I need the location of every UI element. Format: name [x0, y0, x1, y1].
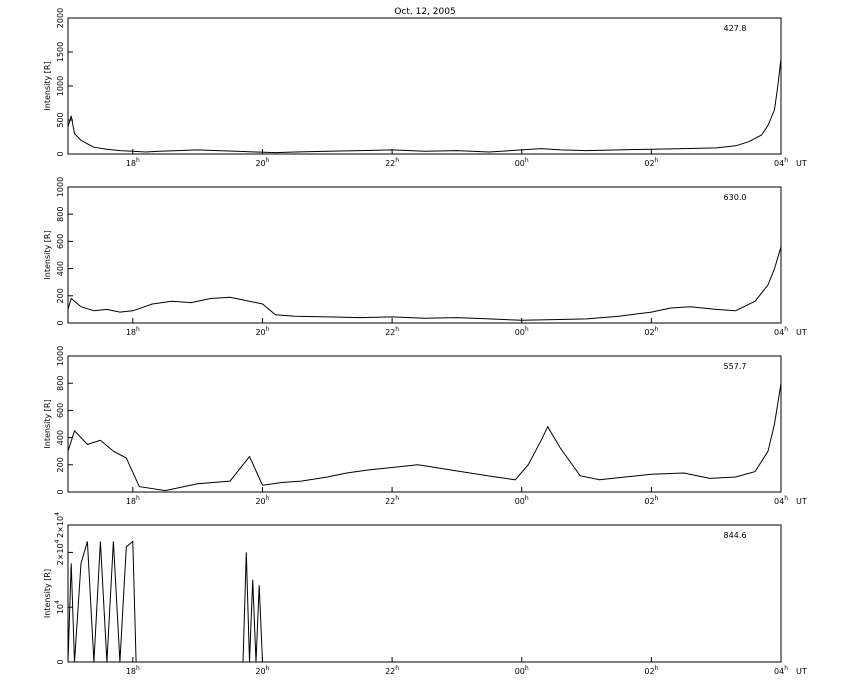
y-axis-label: Intensity [R]: [43, 399, 52, 448]
y-tick-label: 104: [54, 600, 65, 614]
x-tick-label: 18h: [126, 495, 140, 506]
y-tick-label: 1000: [56, 346, 65, 366]
y-tick-label: 0: [56, 489, 65, 494]
x-unit-label: UT: [796, 497, 807, 506]
wavelength-label: 557.7: [724, 362, 747, 371]
x-tick-label: 20h: [255, 157, 269, 168]
y-tick-label: 0: [56, 151, 65, 156]
panel-2: 18h 20h 22h 00h 02h 04h UT 0 200 400 600 800 1000 Int…: [43, 177, 807, 337]
x-tick-label: 04h: [774, 326, 788, 337]
x-tick-label: 00h: [515, 665, 529, 676]
x-tick-label: 00h: [515, 495, 529, 506]
x-tick-label: 20h: [255, 326, 269, 337]
y-tick-label: 600: [56, 234, 65, 249]
y-tick-label: 500: [56, 112, 65, 127]
plot-frame: [67, 524, 782, 663]
y-tick-label: 1500: [56, 42, 65, 62]
x-tick-label: 02h: [644, 495, 658, 506]
y-tick-label: 2×104: [54, 539, 65, 565]
y-tick-label: 0: [56, 320, 65, 325]
x-tick-label: 04h: [774, 157, 788, 168]
x-unit-label: UT: [796, 328, 807, 337]
panel-3: 18h 20h 22h 00h 02h 04h UT 0 200 400 600 800 1000 Int…: [43, 346, 807, 506]
panel-1: 18h 20h 22h 00h 02h 04h UT 0 500 1000 1500 2000 Inte…: [43, 8, 807, 168]
x-tick-label: 04h: [774, 495, 788, 506]
y-tick-label: 800: [56, 207, 65, 222]
x-tick-label: 04h: [774, 665, 788, 676]
y-tick-label: 200: [56, 288, 65, 303]
x-tick-label: 20h: [255, 665, 269, 676]
y-tick-label: 2000: [56, 8, 65, 28]
plot-frame: [67, 17, 782, 155]
y-axis-label: Intensity [R]: [43, 230, 52, 279]
y-tick-label: 400: [56, 430, 65, 445]
y-axis-label: Intensity [R]: [43, 61, 52, 110]
x-tick-label: 18h: [126, 326, 140, 337]
wavelength-label: 844.6: [724, 531, 747, 540]
x-tick-label: 22h: [385, 495, 399, 506]
series-line: [67, 383, 782, 492]
x-tick-label: 18h: [126, 157, 140, 168]
y-tick-label: 800: [56, 376, 65, 391]
x-tick-label: 18h: [126, 665, 140, 676]
wavelength-label: 630.0: [724, 193, 747, 202]
y-tick-label: 200: [56, 457, 65, 472]
y-tick-label: 600: [56, 403, 65, 418]
y-tick-label: 1000: [56, 177, 65, 197]
wavelength-label: 427.8: [724, 24, 747, 33]
y-tick-label: 0: [56, 659, 65, 664]
y-tick-label: 1000: [56, 76, 65, 96]
x-tick-label: 02h: [644, 326, 658, 337]
x-tick-label: 20h: [255, 495, 269, 506]
series-line: [67, 246, 782, 321]
x-tick-label: 02h: [644, 665, 658, 676]
plot-frame: [67, 186, 782, 324]
x-unit-label: UT: [796, 667, 807, 676]
x-tick-label: 22h: [385, 326, 399, 337]
y-axis-label: Intensity [R]: [43, 569, 52, 618]
panel-4: 18h 20h 22h 00h 02h 04h UT01042×1042×104Intens…: [43, 512, 807, 676]
series-line: [67, 540, 263, 663]
series-line: [67, 58, 782, 154]
x-tick-label: 02h: [644, 157, 658, 168]
x-tick-label: 22h: [385, 157, 399, 168]
x-tick-label: 22h: [385, 665, 399, 676]
x-tick-label: 00h: [515, 326, 529, 337]
x-unit-label: UT: [796, 159, 807, 168]
plot-frame: [67, 355, 782, 493]
y-tick-label: 400: [56, 261, 65, 276]
chart-title: Oct. 12, 2005: [394, 7, 455, 17]
y-tick-label: 2×104: [54, 512, 65, 538]
x-tick-label: 00h: [515, 157, 529, 168]
